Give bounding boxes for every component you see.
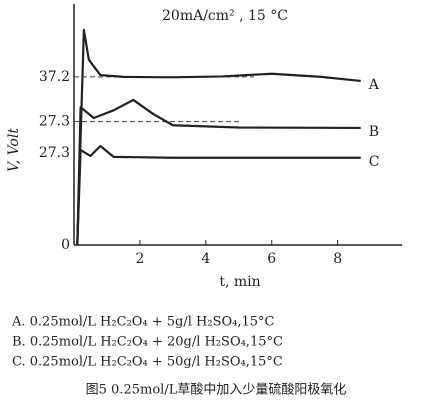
- y-tick-label: 37.2: [39, 69, 70, 85]
- legend-line: A. 0.25mol/L H₂C₂O₄ + 5g/l H₂SO₄,15°C: [11, 315, 275, 330]
- series-label: A: [368, 77, 380, 93]
- series-line: [76, 28, 361, 246]
- series-line: [76, 144, 361, 246]
- y-tick-label: 0: [61, 237, 70, 253]
- chart-title: 20mA/cm² , 15 °C: [162, 8, 288, 24]
- series-line: [76, 98, 361, 246]
- y-axis-label: V, Volt: [6, 128, 22, 172]
- x-tick-label: 8: [333, 251, 342, 267]
- x-tick-label: 4: [201, 251, 210, 267]
- series-label: B: [369, 124, 379, 140]
- x-tick-label: 6: [267, 251, 276, 267]
- y-tick-label: 27.3: [39, 145, 70, 161]
- x-axis-label: t, min: [219, 274, 260, 290]
- legend-line: B. 0.25mol/L H₂C₂O₄ + 20g/l H₂SO₄,15°C: [12, 335, 283, 350]
- x-tick-label: 2: [135, 251, 144, 267]
- caption: 图5 0.25mol/L草酸中加入少量硫酸阳极氧化: [86, 383, 347, 398]
- legend-line: C. 0.25mol/L H₂C₂O₄ + 50g/l H₂SO₄,15°C: [12, 355, 283, 370]
- series-label: C: [369, 154, 380, 170]
- y-tick-label: 27.3: [39, 114, 70, 130]
